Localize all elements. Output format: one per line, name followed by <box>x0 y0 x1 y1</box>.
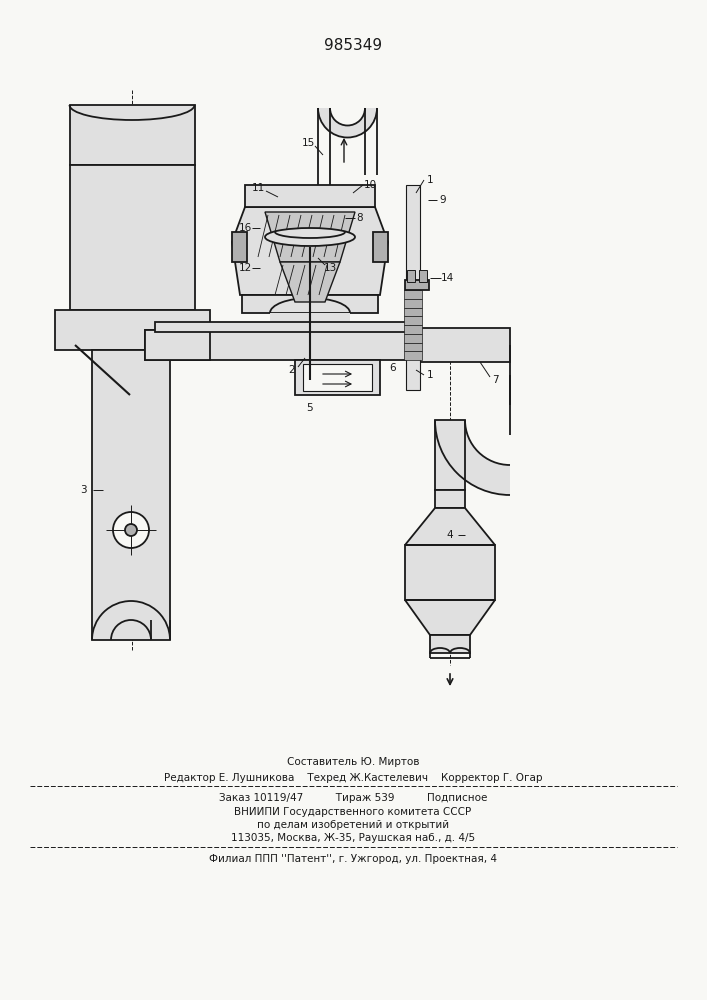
Text: Редактор Е. Лушникова    Техред Ж.Кастелевич    Корректор Г. Огар: Редактор Е. Лушникова Техред Ж.Кастелеви… <box>164 773 542 783</box>
Bar <box>435 490 465 508</box>
Bar <box>406 185 420 390</box>
Text: 10: 10 <box>363 180 377 190</box>
Bar <box>270 313 350 328</box>
Bar <box>430 635 470 653</box>
Text: 3: 3 <box>80 485 86 495</box>
Bar <box>404 308 422 316</box>
Text: по делам изобретений и открытий: по делам изобретений и открытий <box>257 820 449 830</box>
Bar <box>155 322 410 332</box>
Bar <box>245 185 375 207</box>
Text: 7: 7 <box>491 375 498 385</box>
Bar <box>70 165 195 310</box>
Text: 16: 16 <box>238 223 252 233</box>
Bar <box>420 328 510 362</box>
Text: 12: 12 <box>238 263 252 273</box>
Bar <box>303 364 372 391</box>
Bar <box>92 350 170 640</box>
Text: 2: 2 <box>288 365 296 375</box>
Text: 1: 1 <box>427 175 433 185</box>
Text: 13: 13 <box>323 263 337 273</box>
Bar <box>419 270 427 282</box>
Bar <box>232 232 247 262</box>
Bar <box>242 295 378 313</box>
Text: 14: 14 <box>440 273 454 283</box>
Text: Составитель Ю. Миртов: Составитель Ю. Миртов <box>287 757 419 767</box>
Polygon shape <box>280 262 340 302</box>
Text: 11: 11 <box>252 183 264 193</box>
Text: ВНИИПИ Государственного комитета СССР: ВНИИПИ Государственного комитета СССР <box>235 807 472 817</box>
Bar <box>404 316 422 325</box>
Polygon shape <box>405 508 495 545</box>
Bar <box>145 330 210 360</box>
Text: 9: 9 <box>440 195 446 205</box>
Bar <box>404 325 422 334</box>
Text: 113035, Москва, Ж-35, Раушская наб., д. 4/5: 113035, Москва, Ж-35, Раушская наб., д. … <box>231 833 475 843</box>
Bar <box>407 270 415 282</box>
Bar <box>145 330 420 360</box>
Bar <box>295 360 380 395</box>
Text: 5: 5 <box>307 403 313 413</box>
Ellipse shape <box>265 228 355 246</box>
Wedge shape <box>318 108 377 137</box>
Text: 6: 6 <box>390 363 397 373</box>
Text: Заказ 10119/47          Тираж 539          Подписное: Заказ 10119/47 Тираж 539 Подписное <box>218 793 487 803</box>
Text: 985349: 985349 <box>324 37 382 52</box>
Bar <box>405 280 429 290</box>
Bar <box>55 310 210 350</box>
Bar <box>404 299 422 308</box>
Text: 4: 4 <box>447 530 453 540</box>
Bar <box>70 105 195 165</box>
Bar <box>373 232 388 262</box>
Bar <box>404 342 422 351</box>
Wedge shape <box>435 420 510 495</box>
Bar <box>404 334 422 342</box>
Bar <box>404 351 422 360</box>
Text: 8: 8 <box>357 213 363 223</box>
Polygon shape <box>232 207 388 295</box>
Text: Филиал ППП ''Патент'', г. Ужгород, ул. Проектная, 4: Филиал ППП ''Патент'', г. Ужгород, ул. П… <box>209 854 497 864</box>
Text: 15: 15 <box>301 138 315 148</box>
Bar <box>435 420 465 490</box>
Bar <box>404 290 422 299</box>
Text: 1: 1 <box>427 370 433 380</box>
Polygon shape <box>405 600 495 635</box>
Circle shape <box>113 512 149 548</box>
Bar <box>405 545 495 600</box>
Polygon shape <box>265 212 355 262</box>
Circle shape <box>125 524 137 536</box>
